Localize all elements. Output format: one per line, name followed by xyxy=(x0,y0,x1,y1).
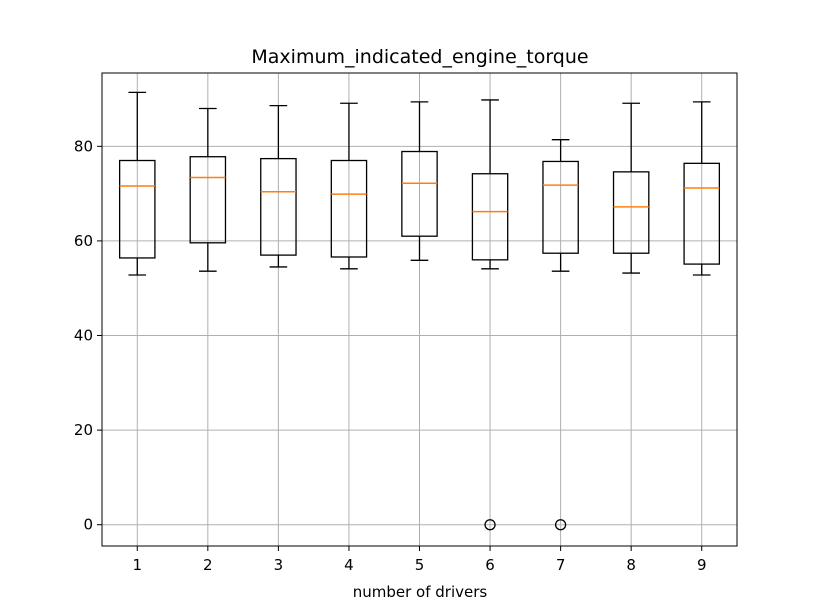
x-tick-label: 7 xyxy=(556,556,566,574)
box-2 xyxy=(189,107,227,272)
box-3 xyxy=(260,104,297,268)
box-1 xyxy=(118,91,156,276)
iqr-box xyxy=(260,157,297,256)
x-tick-label: 9 xyxy=(697,556,707,574)
x-tick-label: 1 xyxy=(133,556,143,574)
box-series xyxy=(118,91,721,531)
x-tick-label: 6 xyxy=(485,556,495,574)
iqr-box xyxy=(612,171,650,254)
box-8 xyxy=(612,102,650,274)
iqr-box xyxy=(542,160,579,254)
x-tick-label: 2 xyxy=(203,556,213,574)
iqr-box xyxy=(118,159,156,259)
box-4 xyxy=(330,102,368,270)
iqr-box xyxy=(683,162,721,265)
box-7 xyxy=(542,139,579,531)
y-tick-label: 40 xyxy=(74,327,93,345)
x-tick-label: 3 xyxy=(274,556,284,574)
iqr-box xyxy=(471,173,509,261)
box-5 xyxy=(401,101,438,261)
iqr-box xyxy=(189,156,227,244)
y-axis-ticks: 0 20 40 60 80 xyxy=(74,137,102,534)
x-tick-label: 5 xyxy=(415,556,425,574)
x-axis-ticks: 1 2 3 4 5 6 7 8 9 xyxy=(133,546,707,574)
box-9 xyxy=(683,101,721,276)
y-tick-label: 0 xyxy=(83,516,93,534)
x-tick-label: 8 xyxy=(626,556,636,574)
outlier-point xyxy=(484,519,496,531)
y-tick-label: 80 xyxy=(74,137,93,155)
chart-title: Maximum_indicated_engine_torque xyxy=(251,46,588,68)
x-axis-label: number of drivers xyxy=(353,583,488,601)
iqr-box xyxy=(401,150,438,237)
y-tick-label: 20 xyxy=(74,421,93,439)
y-tick-label: 60 xyxy=(74,232,93,250)
outlier-point xyxy=(554,519,567,531)
box-6 xyxy=(471,99,509,531)
x-tick-label: 4 xyxy=(344,556,354,574)
iqr-box xyxy=(330,159,368,258)
